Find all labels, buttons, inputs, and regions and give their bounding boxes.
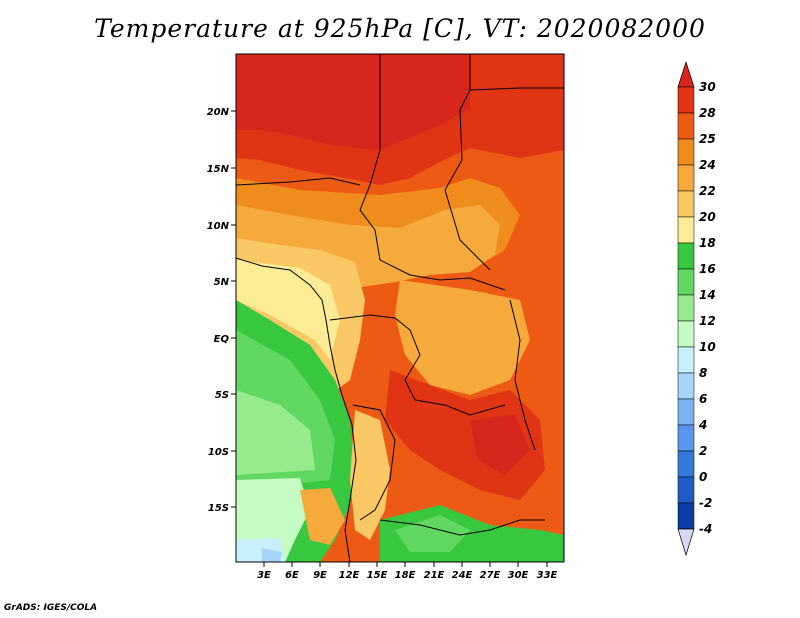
colorbar-label: 20: [699, 210, 716, 224]
border-zambia: [379, 519, 545, 536]
lon-label: 15E: [367, 570, 388, 581]
border-libya-chad: [359, 54, 381, 231]
colorbar-label: 8: [699, 366, 707, 380]
colorbar-label: 22: [699, 184, 716, 198]
colorbar-swatch-6-8: [677, 372, 695, 400]
lon-label: 27E: [480, 570, 501, 581]
colorbar-over-arrow: [677, 60, 695, 88]
lon-label: 12E: [339, 570, 360, 581]
colorbar-swatch-22-24: [677, 164, 695, 192]
lon-label: 21E: [424, 570, 445, 581]
colorbar-label: 2: [699, 444, 707, 458]
band-22-24-congo: [395, 280, 530, 395]
map-frame: [235, 53, 565, 563]
colorbar-label: 25: [699, 132, 716, 146]
border-angola: [352, 404, 396, 521]
colorbar-label: 28: [699, 106, 716, 120]
colorbar-swatch-16-18: [677, 242, 695, 270]
lon-label: 30E: [508, 570, 529, 581]
lon-label: 6E: [285, 570, 299, 581]
colorbar-label: 14: [699, 288, 716, 302]
colorbar-label: 18: [699, 236, 716, 250]
band-6-8-spot: [262, 548, 282, 562]
colorbar-swatch-12-14: [677, 294, 695, 322]
lat-label: 5S: [215, 390, 229, 401]
colorbar-label: 0: [699, 470, 707, 484]
border-egypt: [469, 87, 564, 91]
lon-label: 33E: [537, 570, 558, 581]
colorbar-label: 6: [699, 392, 707, 406]
border-congo: [329, 314, 506, 416]
border-niger: [236, 177, 361, 186]
colorbar-under-arrow: [677, 528, 695, 557]
lon-axis: 3E 6E 9E 12E 15E 18E 21E 24E 27E 30E 33E: [257, 562, 558, 581]
band-over-30-south: [470, 415, 530, 475]
colorbar-swatch-8-10: [677, 346, 695, 374]
colorbar-swatch-m4-m2: [677, 502, 695, 530]
colorbar-swatch-0-2: [677, 450, 695, 478]
lat-label: 10S: [208, 447, 229, 458]
lat-label: EQ: [214, 334, 230, 345]
colorbar-swatch-4-6: [677, 398, 695, 426]
band-22-24-namibia: [300, 488, 345, 545]
colorbar-swatch-28-30: [677, 86, 695, 114]
band-20-22-angola: [350, 410, 390, 540]
lon-label: 9E: [313, 570, 327, 581]
lon-label: 24E: [452, 570, 473, 581]
lat-label: 15S: [208, 503, 229, 514]
colorbar-swatch-25-28: [677, 112, 695, 140]
lat-label: 10N: [207, 221, 230, 232]
temperature-field: [236, 54, 564, 562]
colorbar-swatch-10-12: [677, 320, 695, 348]
colorbar-swatch-20-22: [677, 190, 695, 218]
map-title: Temperature at 925hPa [C], VT: 202008200…: [94, 14, 706, 43]
coastline: [236, 257, 357, 562]
border-car: [374, 229, 506, 291]
grads-credit: GrADS: IGES/COLA: [4, 603, 98, 613]
colorbar-label: 16: [699, 262, 716, 276]
lat-axis: 20N 15N 10N 5N EQ 5S 10S 15S: [207, 107, 236, 514]
colorbar-swatch-m2-0: [677, 476, 695, 504]
colorbar-swatch-18-20: [677, 216, 695, 244]
lat-label: 5N: [214, 277, 230, 288]
colorbar-label: 24: [699, 158, 716, 172]
band-18-20-gulf: [236, 260, 340, 360]
border-rift: [509, 299, 536, 451]
lon-label: 18E: [395, 570, 416, 581]
borders: [236, 54, 564, 562]
lon-label: 3E: [257, 570, 271, 581]
colorbar-swatch-2-4: [677, 424, 695, 452]
colorbar-label: -2: [699, 496, 712, 510]
band-over-30-north: [236, 54, 470, 150]
colorbar-swatch-24-25: [677, 138, 695, 166]
colorbar-label: 4: [698, 418, 707, 432]
lat-label: 20N: [207, 107, 230, 118]
lat-label: 15N: [207, 164, 230, 175]
colorbar-label: 12: [699, 314, 716, 328]
colorbar-label: -4: [699, 522, 712, 536]
colorbar-label: 10: [699, 340, 716, 354]
colorbar: 30 28 25 24 22 20 18 16 14 12 10 8 6 4 2…: [677, 60, 716, 557]
band-12-14-ocean: [236, 390, 315, 475]
colorbar-swatch-14-16: [677, 268, 695, 296]
colorbar-label: 30: [699, 80, 716, 94]
